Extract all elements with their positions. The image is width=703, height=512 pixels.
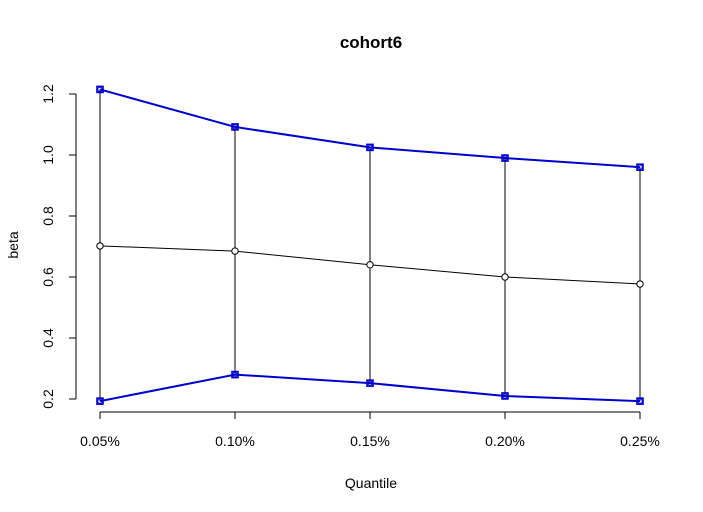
data-point-inner bbox=[502, 155, 508, 161]
data-point bbox=[636, 397, 644, 405]
data-point-inner bbox=[367, 144, 373, 151]
data-points bbox=[96, 85, 644, 405]
y-tick-label: 0.8 bbox=[40, 206, 56, 226]
data-point bbox=[501, 154, 509, 162]
data-point-inner bbox=[367, 380, 373, 386]
data-point-inner bbox=[232, 371, 238, 378]
x-tick-label: 0.05% bbox=[80, 433, 120, 449]
data-point-inner bbox=[232, 124, 238, 130]
y-tick-label: 0.6 bbox=[40, 267, 56, 287]
data-point bbox=[366, 261, 374, 269]
data-point bbox=[366, 379, 374, 387]
series-line-0 bbox=[99, 88, 641, 169]
data-point-inner bbox=[97, 398, 103, 404]
data-point-inner bbox=[637, 164, 643, 170]
data-point bbox=[96, 242, 104, 250]
data-point bbox=[366, 143, 374, 152]
x-tick-label: 0.20% bbox=[485, 433, 525, 449]
data-point bbox=[96, 85, 104, 94]
data-point bbox=[96, 397, 104, 405]
x-tick-label: 0.10% bbox=[215, 433, 255, 449]
data-point bbox=[501, 273, 509, 281]
y-tick-label: 1.0 bbox=[40, 145, 56, 165]
y-tick-label: 0.4 bbox=[40, 328, 56, 348]
data-point-inner bbox=[502, 393, 508, 399]
axes: 0.05% 0.10% 0.15% 0.20% 0.25% 0.2 0.4 0.6 0.8 1.0… bbox=[40, 84, 660, 449]
data-point-inner bbox=[97, 86, 103, 93]
data-point bbox=[501, 392, 509, 400]
y-tick-label: 1.2 bbox=[40, 84, 56, 104]
data-point-inner bbox=[637, 398, 643, 404]
x-tick-label: 0.15% bbox=[350, 433, 390, 449]
whisker-lines bbox=[99, 89, 641, 402]
data-point bbox=[231, 123, 239, 131]
data-point bbox=[231, 247, 239, 255]
data-point bbox=[231, 370, 239, 379]
x-axis-label: Quantile bbox=[345, 475, 397, 491]
data-point bbox=[636, 163, 644, 171]
chart-title: cohort6 bbox=[340, 33, 402, 52]
series-line-2 bbox=[99, 373, 641, 403]
x-tick-label: 0.25% bbox=[620, 433, 660, 449]
data-point bbox=[636, 280, 644, 288]
y-axis-label: beta bbox=[5, 231, 21, 258]
y-tick-label: 0.2 bbox=[40, 389, 56, 409]
